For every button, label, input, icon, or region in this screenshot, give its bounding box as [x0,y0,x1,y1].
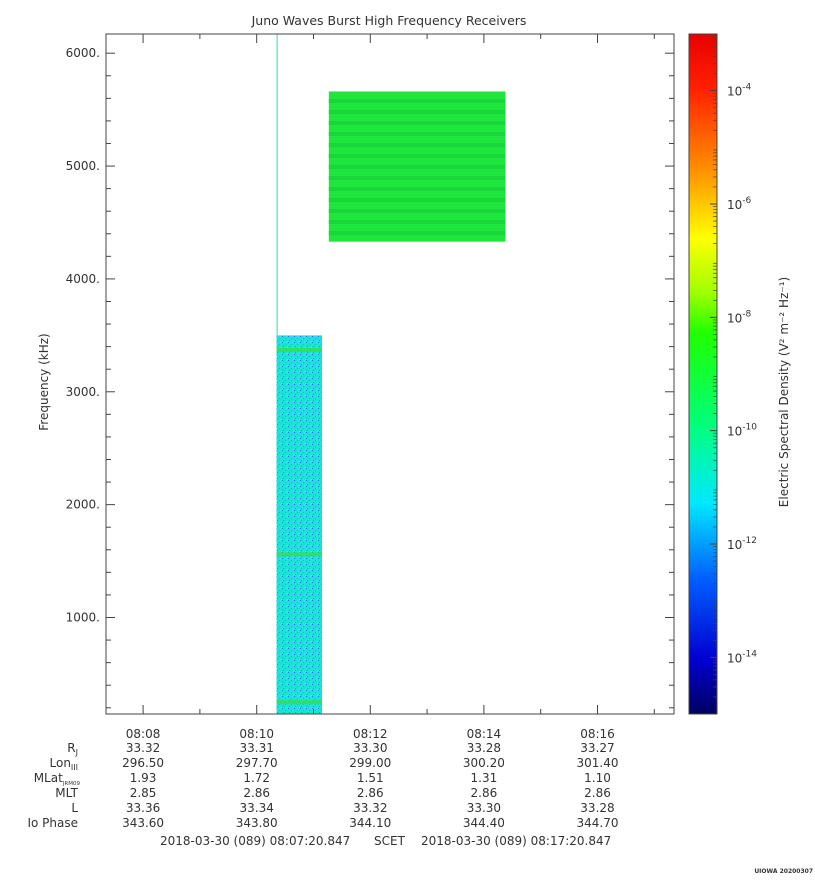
ephemeris-value: 300.20 [462,756,505,770]
colorbar-tick-label: 10-4 [727,83,752,99]
ephemeris-value: 33.32 [353,801,388,815]
colorbar-tick-exponent: -8 [742,309,751,319]
ephemeris-value: 1.72 [243,771,271,785]
ephemeris-value: 33.36 [125,801,161,815]
scet-end: 2018-03-30 (089) 08:17:20.847 [421,834,612,848]
ephemeris-value: 2.86 [356,786,384,800]
ephemeris-value: 2.86 [470,786,498,800]
colorbar [688,33,718,715]
ephemeris-value: 299.00 [349,756,392,770]
ephemeris-value: 344.10 [349,816,392,830]
ephemeris-value: 33.28 [466,741,502,755]
ephemeris-label: MLatJRM09 [33,771,80,787]
plot-frame [105,33,675,715]
x-tick-label: 08:08 [126,727,161,741]
ephemeris-value: 1.10 [584,771,611,785]
y-axis-label: Frequency (kHz) [37,333,51,430]
colorbar-tick-exponent: -10 [742,423,757,433]
emission-band [276,700,323,705]
block-texture [328,91,506,242]
chart-title: Juno Waves Burst High Frequency Receiver… [251,13,527,28]
x-tick-label: 08:12 [353,727,388,741]
ephemeris-label: LonIII [49,756,79,772]
ephemeris-label: RJ [67,741,78,757]
y-tick-label: 5000. [66,159,100,173]
ephemeris-value: 2.86 [243,786,271,800]
ephemeris-value: 33.30 [466,801,502,815]
scet-label: SCET [374,834,405,848]
emission-band [276,348,323,353]
y-tick-label: 2000. [66,498,100,512]
y-tick-label: 4000. [66,272,100,286]
y-tick-label: 6000. [66,46,100,60]
ephemeris-value: 33.28 [580,801,615,815]
ephemeris-value: 344.70 [576,816,619,830]
ephemeris-value: 33.30 [353,741,388,755]
block-texture [276,335,323,714]
ephemeris-value: 33.31 [239,741,274,755]
colorbar-tick-label: 10-6 [727,196,752,212]
ephemeris-value: 297.70 [235,756,278,770]
ephemeris-value: 2.86 [584,786,611,800]
emission-band [276,552,323,557]
x-tick-label: 08:10 [239,727,274,741]
ephemeris-value: 296.50 [122,756,165,770]
colorbar-tick-exponent: -14 [742,649,757,659]
version-stamp: UIOWA 20200307 [754,868,813,875]
ephemeris-value: 33.34 [239,801,274,815]
x-axis: 08:08 08:10 08:12 08:14 08:16 [126,34,655,741]
block-spike [276,34,278,336]
ephemeris-value: 1.93 [129,771,157,785]
ephemeris-value: 343.80 [235,816,278,830]
ephemeris-label: L [71,801,78,815]
ephemeris-value: 1.51 [356,771,384,785]
plot-data-area [276,34,506,714]
colorbar-tick-exponent: -6 [742,196,751,206]
colorbar-tick-label: 10-14 [727,649,757,665]
colorbar-tick-label: 10-10 [727,423,757,439]
colorbar-tick-exponent: -12 [742,536,757,546]
x-tick-label: 08:16 [580,727,615,741]
ephemeris-label: Io Phase [27,816,78,830]
ephemeris-value: 344.40 [462,816,505,830]
ephemeris-value: 33.27 [580,741,615,755]
scet-start: 2018-03-30 (089) 08:07:20.847 [160,834,351,848]
colorbar-label: Electric Spectral Density (V² m⁻² Hz⁻¹) [777,277,791,507]
ephemeris-label: MLT [55,786,78,800]
y-axis: 1000. 2000. 3000. 4000. 5000. 6000. [66,46,674,709]
y-tick-label: 1000. [66,611,100,625]
y-tick-label: 3000. [66,385,100,399]
ephemeris-value: 343.60 [122,816,165,830]
colorbar-tick-exponent: -4 [742,83,751,93]
ephemeris-value: 33.32 [125,741,161,755]
ephemeris-value: 2.85 [129,786,157,800]
ephemeris-value: 301.40 [576,756,619,770]
x-tick-label: 08:14 [467,727,502,741]
colorbar-tick-label: 10-8 [727,309,752,325]
colorbar-tick-label: 10-12 [727,536,757,552]
ephemeris-value: 1.31 [470,771,498,785]
